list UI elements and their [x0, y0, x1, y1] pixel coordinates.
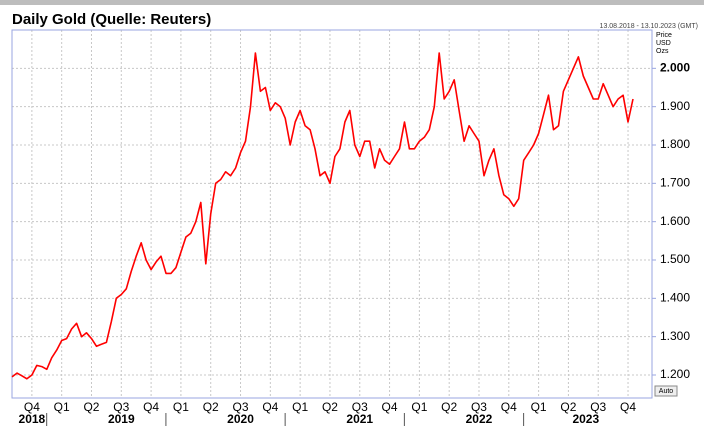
y-axis-label: USD	[656, 40, 671, 47]
x-tick-label: Q4	[262, 400, 278, 414]
x-group-label: 2019	[108, 412, 135, 426]
x-group-label: 2020	[227, 412, 254, 426]
x-tick-label: Q2	[203, 400, 219, 414]
x-tick-label: Q2	[441, 400, 457, 414]
price-line	[11, 52, 634, 380]
auto-button[interactable]	[654, 385, 678, 397]
x-group-label: 2018	[19, 412, 46, 426]
y-axis-label: Price	[656, 32, 672, 39]
x-tick-label: Q4	[382, 400, 398, 414]
x-tick-label: Q2	[83, 400, 99, 414]
plot-frame	[11, 29, 653, 399]
y-tick-label: 1.700	[660, 176, 690, 190]
y-tick-label: 1.900	[660, 99, 690, 113]
x-group-label: 2023	[572, 412, 599, 426]
x-tick-label: Q2	[322, 400, 338, 414]
x-group-label: 2022	[466, 412, 493, 426]
y-tick-label: 2.000	[660, 61, 690, 75]
x-tick-label: Q1	[292, 400, 308, 414]
x-tick-label: Q4	[501, 400, 517, 414]
chart-title: Daily Gold (Quelle: Reuters)	[12, 11, 211, 28]
auto-button-label[interactable]: Auto	[659, 388, 674, 395]
subtitle: 13.08.2018 - 13.10.2023 (GMT)	[600, 23, 698, 30]
x-tick-label: Q1	[173, 400, 189, 414]
x-tick-label: Q4	[143, 400, 159, 414]
x-tick-label: Q1	[411, 400, 427, 414]
x-tick-label: Q3	[590, 400, 606, 414]
x-tick-label: Q2	[560, 400, 576, 414]
x-tick-label: Q4	[24, 400, 40, 414]
x-tick-label: Q4	[620, 400, 636, 414]
top-bar	[0, 0, 704, 5]
y-tick-label: 1.400	[660, 291, 690, 305]
y-tick-label: 1.800	[660, 137, 690, 151]
x-tick-label: Q1	[54, 400, 70, 414]
x-tick-label: Q3	[352, 400, 368, 414]
y-tick-label: 1.300	[660, 329, 690, 343]
y-tick-label: 1.600	[660, 214, 690, 228]
y-axis-label: Ozs	[656, 48, 669, 55]
y-tick-label: 1.500	[660, 252, 690, 266]
x-tick-label: Q3	[233, 400, 249, 414]
x-tick-label: Q3	[471, 400, 487, 414]
x-tick-label: Q1	[531, 400, 547, 414]
x-tick-label: Q3	[113, 400, 129, 414]
y-tick-label: 1.200	[660, 367, 690, 381]
x-group-label: 2021	[346, 412, 373, 426]
